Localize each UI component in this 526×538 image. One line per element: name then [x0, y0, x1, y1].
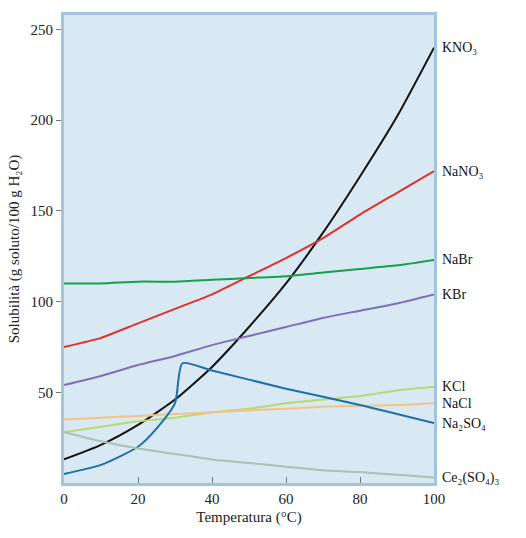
- svg-text:200: 200: [31, 112, 54, 128]
- svg-text:Temperatura (°C): Temperatura (°C): [196, 509, 301, 526]
- svg-text:KCl: KCl: [442, 379, 465, 394]
- svg-text:250: 250: [31, 22, 54, 38]
- svg-text:100: 100: [31, 294, 54, 310]
- svg-text:100: 100: [423, 491, 446, 507]
- svg-text:20: 20: [131, 491, 146, 507]
- svg-text:NaCl: NaCl: [442, 396, 472, 411]
- svg-text:150: 150: [31, 203, 54, 219]
- svg-text:Na₂SO₄: Na₂SO₄: [442, 416, 486, 431]
- svg-text:60: 60: [279, 491, 294, 507]
- svg-text:KBr: KBr: [442, 287, 466, 302]
- svg-text:80: 80: [353, 491, 368, 507]
- svg-text:NaBr: NaBr: [442, 252, 473, 267]
- svg-text:NaNO₃: NaNO₃: [442, 164, 484, 179]
- svg-text:Ce₂(SO₄)₃: Ce₂(SO₄)₃: [442, 470, 500, 486]
- svg-text:0: 0: [60, 491, 68, 507]
- svg-text:KNO₃: KNO₃: [442, 40, 477, 55]
- svg-text:Solubilità (g soluto/100 g H₂O: Solubilità (g soluto/100 g H₂O): [6, 155, 23, 344]
- svg-text:50: 50: [38, 385, 53, 401]
- svg-text:40: 40: [205, 491, 220, 507]
